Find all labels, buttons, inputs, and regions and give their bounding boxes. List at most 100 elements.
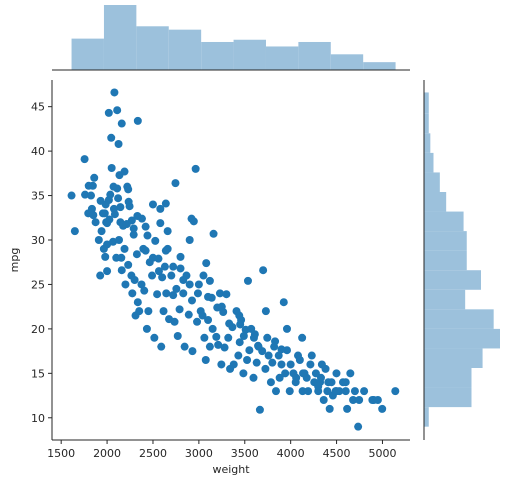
scatter-point	[167, 271, 176, 280]
x-tick-label: 3500	[231, 447, 259, 460]
scatter-point	[341, 378, 350, 387]
scatter-point	[235, 338, 244, 347]
scatter-point	[117, 266, 126, 275]
scatter-point	[205, 342, 214, 351]
scatter-point	[173, 332, 182, 340]
scatter-point	[124, 197, 133, 206]
scatter-point	[220, 343, 229, 352]
scatter-point	[175, 305, 184, 314]
scatter-point	[103, 219, 112, 228]
scatter-point	[117, 119, 126, 128]
scatter-point	[176, 252, 185, 261]
scatter-point	[100, 209, 109, 218]
scatter-point	[214, 340, 223, 349]
scatter-point	[350, 387, 359, 396]
scatter-point	[252, 358, 261, 367]
scatter-point	[271, 387, 280, 396]
scatter-point	[261, 307, 270, 316]
scatter-point	[201, 356, 210, 364]
weight-histogram-bar	[136, 26, 169, 70]
weight-histogram-bar	[330, 54, 364, 70]
scatter-point	[298, 333, 307, 342]
scatter-point	[239, 332, 248, 340]
scatter-point	[87, 204, 96, 213]
scatter-point	[88, 181, 97, 190]
scatter-point	[193, 317, 202, 326]
weight-histogram	[52, 5, 410, 71]
scatter-panel	[51, 80, 410, 441]
scatter-point	[124, 185, 133, 194]
scatter-point	[243, 276, 252, 285]
scatter-point	[133, 298, 142, 307]
scatter-point	[316, 373, 325, 382]
scatter-point	[306, 360, 315, 369]
scatter-point	[141, 222, 150, 231]
mpg-histogram-bar	[424, 407, 429, 427]
y-tick-label: 20	[31, 323, 45, 336]
scatter-point	[114, 194, 123, 203]
scatter-point	[249, 373, 258, 382]
y-tick-label: 25	[31, 278, 45, 291]
scatter-point	[360, 387, 369, 396]
scatter-point	[235, 311, 244, 320]
scatter-point	[295, 356, 304, 364]
scatter-point	[129, 224, 138, 233]
scatter-point	[264, 351, 273, 360]
scatter-point	[185, 236, 194, 244]
scatter-point	[185, 280, 194, 289]
mpg-histogram-bar	[424, 172, 440, 192]
scatter-point	[148, 200, 157, 209]
scatter-point	[187, 296, 196, 305]
scatter-point	[129, 230, 138, 239]
scatter-point	[198, 311, 207, 320]
scatter-point	[150, 333, 159, 342]
scatter-point	[169, 262, 178, 271]
mpg-histogram-bar	[424, 309, 494, 329]
mpg-histogram-bar	[424, 250, 467, 271]
scatter-point	[91, 218, 100, 227]
y-axis-label: mpg	[8, 248, 21, 273]
scatter-point	[224, 333, 233, 342]
weight-histogram-bar	[201, 41, 234, 70]
scatter-point	[188, 347, 197, 356]
scatter-point	[128, 289, 137, 298]
scatter-point	[132, 250, 141, 259]
scatter-point	[110, 210, 119, 219]
scatter-point	[261, 364, 270, 373]
scatter-point	[202, 259, 211, 268]
scatter-point	[172, 284, 181, 293]
scatter-point	[254, 342, 263, 351]
x-tick-label: 4500	[323, 447, 351, 460]
scatter-point	[249, 333, 258, 342]
x-axis-label: weight	[212, 463, 250, 476]
weight-histogram-bar	[265, 46, 299, 70]
scatter-point	[319, 396, 328, 404]
scatter-point	[266, 378, 275, 387]
scatter-point	[97, 227, 106, 236]
scatter-point	[140, 286, 149, 295]
x-axis-ticks: 1500 2000 2500 3000 3500 4000 4500 5000	[47, 440, 396, 460]
scatter-point	[180, 342, 189, 351]
mpg-histogram-bar	[424, 348, 483, 368]
mpg-histogram-bar	[424, 92, 429, 114]
x-tick-label: 3000	[185, 447, 213, 460]
scatter-point	[349, 396, 358, 404]
scatter-point	[274, 351, 283, 360]
scatter-point	[163, 227, 172, 236]
scatter-point	[106, 190, 115, 199]
y-tick-label: 10	[31, 412, 45, 425]
scatter-point	[153, 290, 162, 299]
scatter-point	[346, 369, 355, 378]
scatter-point	[159, 307, 168, 316]
scatter-point	[229, 360, 238, 369]
scatter-point	[343, 404, 352, 413]
scatter-point	[277, 360, 286, 369]
scatter-point	[120, 244, 129, 253]
scatter-point	[151, 236, 160, 245]
scatter-point	[255, 405, 264, 414]
scatter-point	[179, 289, 188, 298]
scatter-point	[373, 396, 382, 404]
scatter-point	[341, 387, 350, 396]
weight-histogram-bar	[233, 39, 266, 70]
scatter-point	[243, 356, 252, 364]
